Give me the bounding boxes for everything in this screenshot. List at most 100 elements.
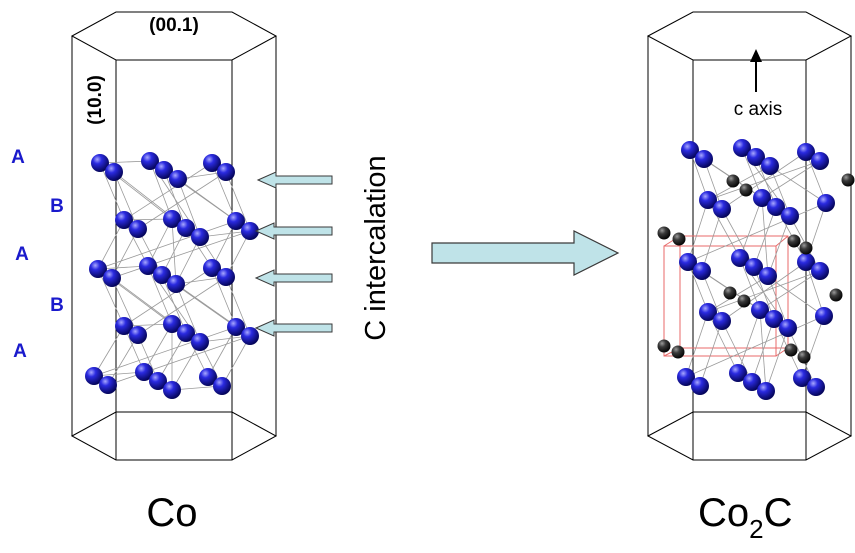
intercalation-arrow-1: [256, 171, 333, 189]
co-bond: [177, 178, 201, 238]
facet-100-label: (10.0): [85, 75, 106, 125]
co-atom: [729, 364, 747, 382]
co-atom: [213, 377, 231, 395]
co-atom: [191, 333, 209, 351]
co2c-bond: [753, 266, 775, 320]
process-label: C intercalation: [360, 155, 392, 340]
co-atom: [217, 163, 235, 181]
co-bond: [97, 268, 125, 327]
co2c-bond: [707, 270, 821, 313]
co-atom: [115, 211, 133, 229]
co-atom: [167, 275, 185, 293]
co2c-bond: [707, 275, 769, 313]
co2c-atom-layers: [677, 139, 835, 400]
co-atom: [753, 189, 771, 207]
carbon-atom: [787, 234, 801, 248]
carbon-atoms: [657, 173, 855, 364]
intercalation-arrow-2: [254, 222, 333, 240]
intercalation-arrow-3: [254, 269, 333, 287]
co-atom: [191, 228, 209, 246]
stacking-layer-4: B: [50, 295, 64, 316]
carbon-atom: [672, 232, 686, 246]
co-bond: [225, 276, 251, 337]
co-bond: [175, 283, 201, 343]
co2c-hexagonal-prism: [646, 11, 853, 461]
co-atom-layers: [85, 152, 259, 399]
carbon-atom: [726, 174, 740, 188]
carbon-atom: [784, 343, 798, 357]
c-axis-label: c axis: [734, 99, 783, 120]
co-atom: [811, 262, 829, 280]
c-axis-indicator: c axis: [734, 49, 783, 120]
co-atom: [793, 369, 811, 387]
co-atom: [757, 382, 775, 400]
co-atom: [699, 303, 717, 321]
co-bond: [93, 325, 125, 377]
co-atom: [149, 372, 167, 390]
stacking-layer-5: A: [13, 341, 27, 362]
co-atom: [807, 378, 825, 396]
co-atom: [89, 260, 107, 278]
co-bond: [123, 267, 213, 327]
co-atom: [241, 222, 259, 240]
co2c-bond: [767, 275, 789, 329]
co2c-bond: [699, 320, 723, 387]
co2c-caption: Co2C: [698, 491, 793, 544]
co-bond: [99, 162, 125, 221]
co-bond: [157, 332, 187, 382]
co2c-bond: [801, 315, 825, 379]
co-bond: [163, 169, 187, 229]
co-atom: [141, 152, 159, 170]
co-atom: [815, 307, 833, 325]
co-bond: [107, 334, 139, 386]
co-bond: [111, 228, 139, 279]
co2c-bond: [707, 160, 821, 201]
co-atom: [241, 327, 259, 345]
co2c-bond: [685, 315, 825, 378]
co-bond: [143, 323, 173, 373]
co-atom: [115, 317, 133, 335]
intercalation-arrow-4: [254, 319, 333, 337]
co-atom: [761, 157, 779, 175]
co-bond: [93, 326, 237, 377]
co-atom: [693, 262, 711, 280]
co-atom: [227, 212, 245, 230]
co2c-bond: [721, 320, 753, 383]
co-atom: [163, 210, 181, 228]
co-atom: [747, 148, 765, 166]
co2c-caption-tail: C: [764, 491, 793, 535]
co-atom: [169, 170, 187, 188]
co-bond: [107, 335, 251, 386]
facet-001-label: (00.1): [149, 15, 199, 36]
co2c-bond: [767, 215, 791, 277]
co-atom: [103, 269, 121, 287]
co-atom: [217, 268, 235, 286]
intercalation-arrows: [254, 171, 333, 337]
co-bond: [211, 267, 237, 328]
co-atom: [177, 324, 195, 342]
co-atom: [695, 150, 713, 168]
co-atom: [163, 315, 181, 333]
co-atom: [745, 258, 763, 276]
co-atom: [765, 310, 783, 328]
co-bond: [97, 220, 237, 270]
stacking-sequence: A B A B A: [11, 147, 64, 362]
carbon-atom: [671, 345, 685, 359]
carbon-atom: [723, 286, 737, 300]
carbon-atom: [799, 241, 813, 255]
co-atom: [129, 326, 147, 344]
co-bond: [207, 326, 237, 378]
co2c-bond: [685, 311, 709, 378]
co-caption: Co: [146, 491, 197, 535]
co-bond: [123, 162, 213, 221]
co2c-caption-subscript: 2: [749, 514, 763, 544]
co-bond: [111, 230, 251, 279]
co-bond: [171, 341, 201, 391]
co-atom: [91, 154, 109, 172]
co-atom: [135, 363, 153, 381]
co-atom: [129, 220, 147, 238]
co2c-bond: [775, 206, 807, 263]
co2c-bond: [687, 202, 827, 263]
co-bond: [161, 274, 187, 334]
